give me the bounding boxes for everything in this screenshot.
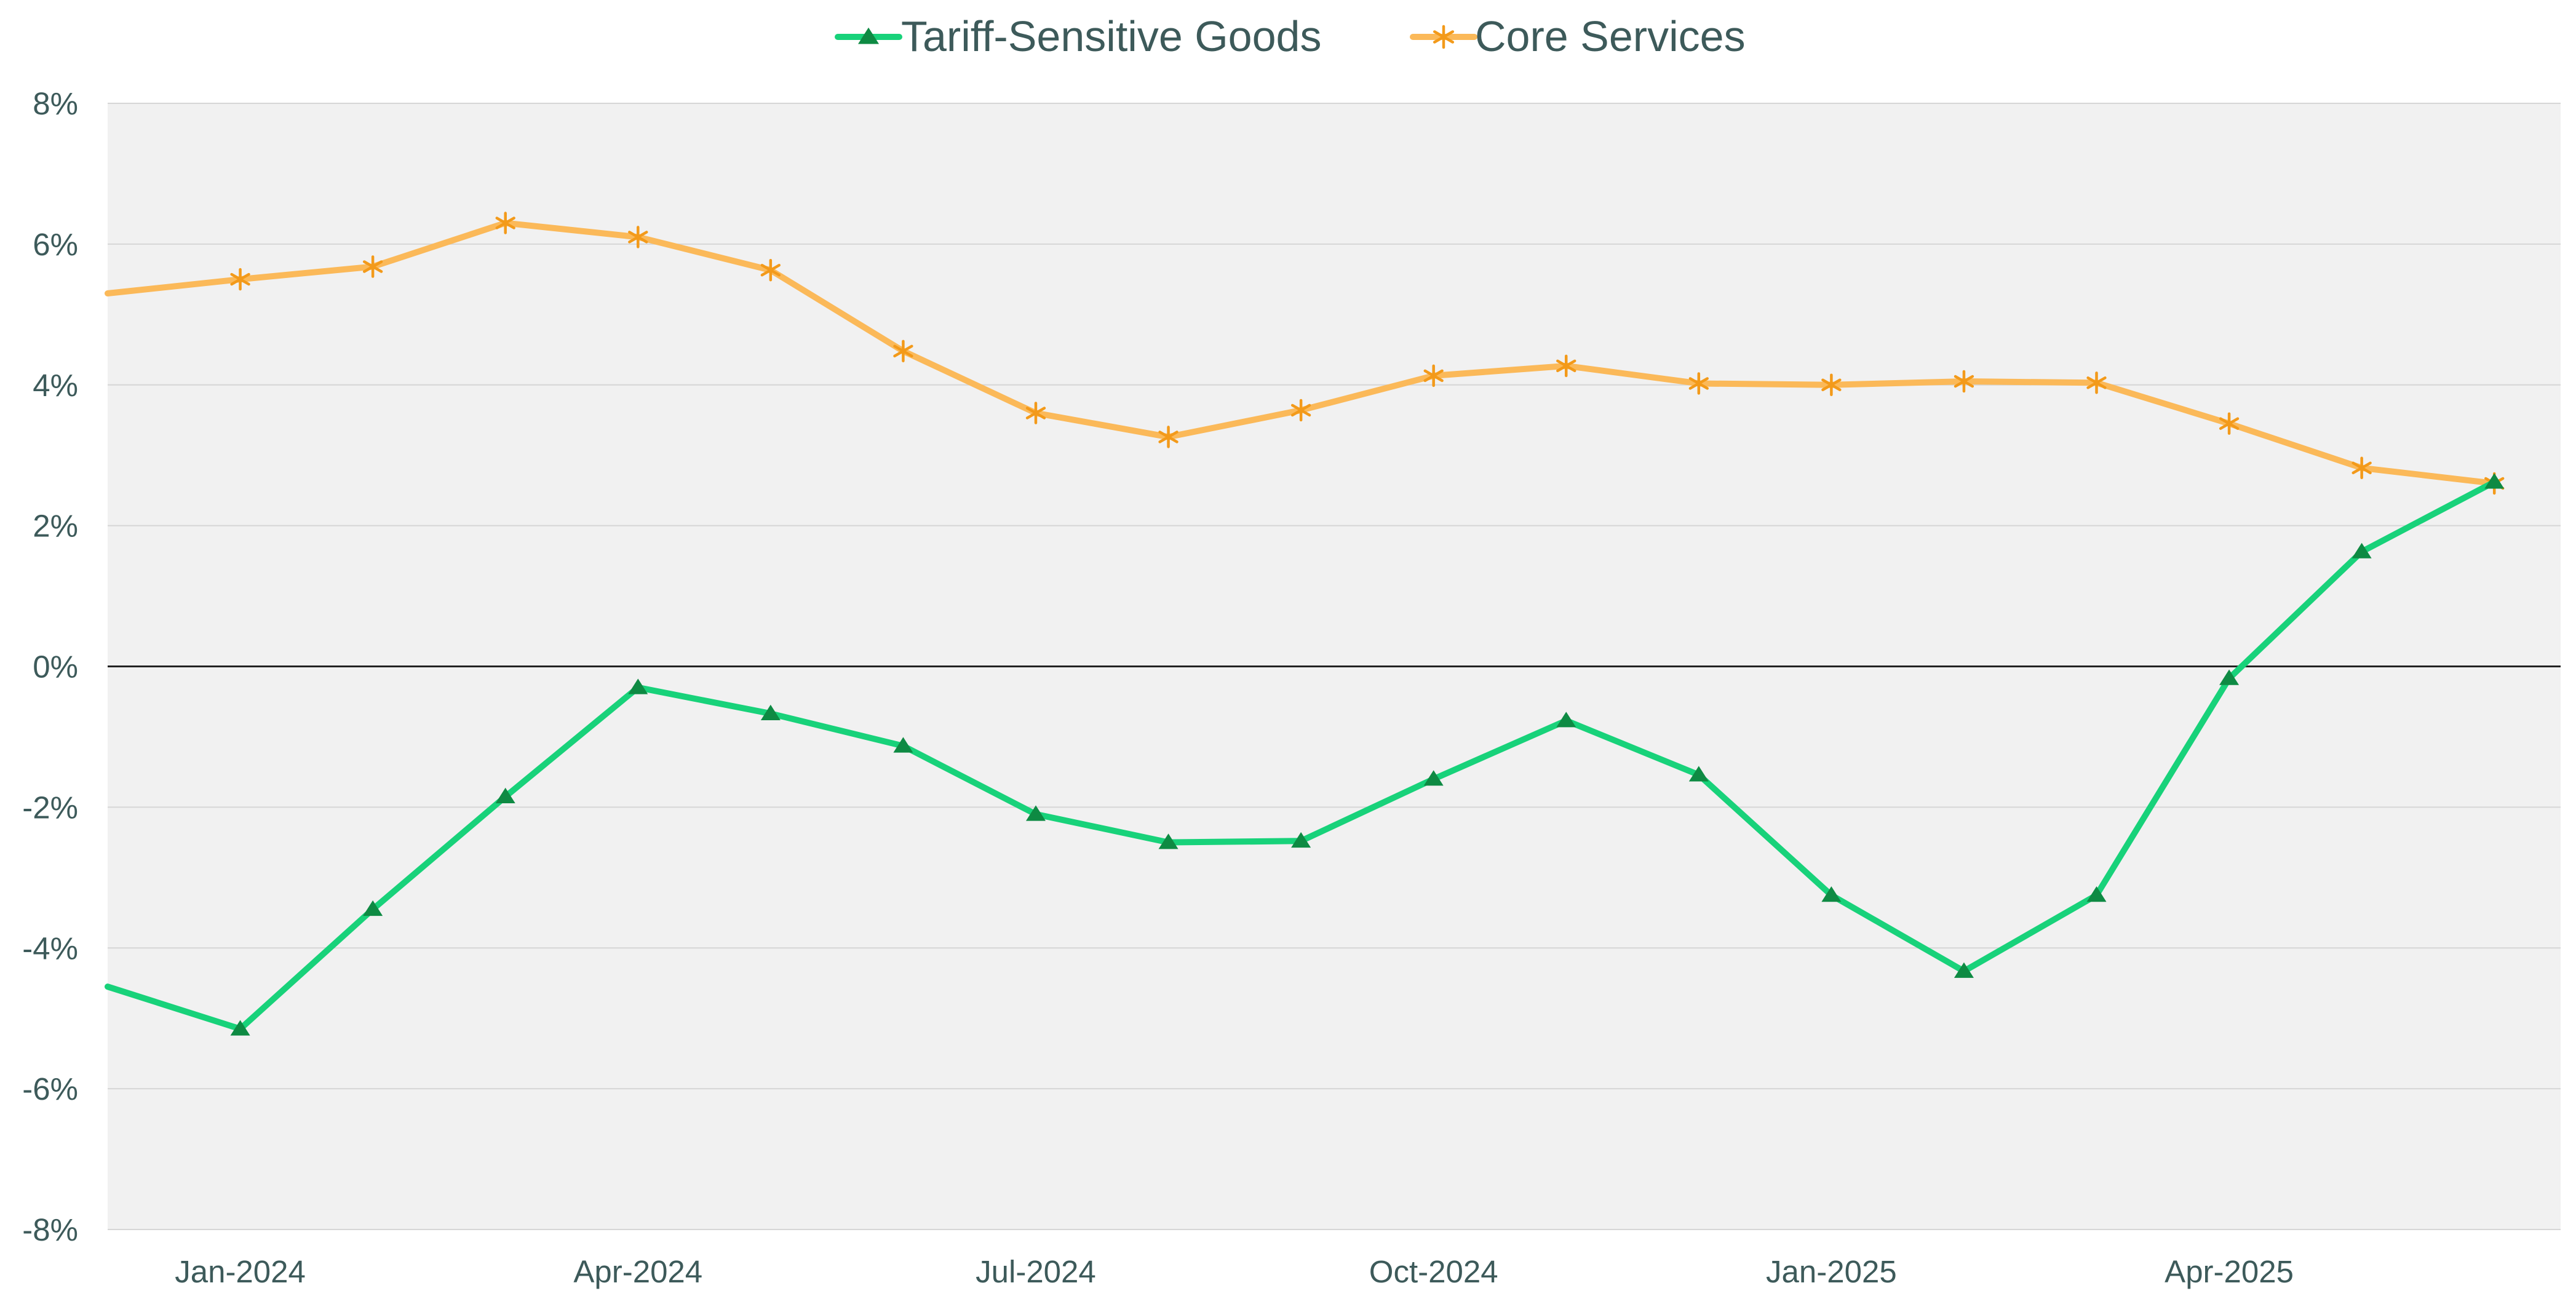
gridlines: [108, 103, 2561, 1230]
data-point-marker: [1688, 372, 1709, 395]
y-tick-label: 6%: [33, 227, 78, 262]
y-tick-label: -6%: [22, 1071, 78, 1106]
data-point-marker: [2219, 669, 2240, 685]
data-point-marker: [628, 678, 648, 694]
data-point-marker: [1290, 399, 1311, 422]
legend-marker: [858, 27, 879, 44]
legend-item-core-services: Core Services: [1410, 12, 1746, 60]
data-point-marker: [2219, 412, 2240, 435]
data-point-marker: [495, 212, 515, 234]
data-point-marker: [362, 255, 383, 278]
x-tick-label: Apr-2024: [573, 1254, 702, 1289]
y-tick-label: -8%: [22, 1212, 78, 1247]
data-point-marker: [760, 704, 781, 720]
legend-label: Core Services: [1475, 12, 1746, 60]
data-point-marker: [1688, 766, 1709, 782]
data-point-marker: [1954, 962, 1974, 978]
data-point-marker: [230, 268, 250, 291]
data-point-marker: [893, 737, 913, 753]
series-tariff-sensitive-goods: [105, 473, 2505, 1036]
data-point-marker: [1423, 364, 1444, 387]
data-point-marker: [1025, 402, 1046, 424]
legend-item-tariff-sensitive-goods: Tariff-Sensitive Goods: [835, 12, 1321, 60]
y-tick-label: 4%: [33, 368, 78, 403]
data-point-marker: [893, 340, 913, 363]
data-point-marker: [1423, 770, 1444, 786]
data-point-marker: [2086, 371, 2107, 394]
legend: Tariff-Sensitive Goods Core Services: [835, 12, 1746, 60]
data-point-marker: [1556, 712, 1576, 728]
y-tick-label: 0%: [33, 650, 78, 685]
legend-marker: [1433, 25, 1455, 49]
data-point-marker: [1291, 832, 1311, 848]
x-tick-label: Jan-2025: [1766, 1254, 1897, 1289]
data-point-marker: [230, 1020, 250, 1036]
data-point-marker: [1025, 805, 1046, 821]
data-point-marker: [1821, 886, 1842, 902]
y-tick-label: -4%: [22, 931, 78, 966]
x-axis: Jan-2024 Apr-2024 Jul-2024 Oct-2024 Jan-2025…: [175, 1254, 2294, 1289]
y-tick-label: 2%: [33, 509, 78, 544]
data-point-marker: [2484, 473, 2505, 489]
data-point-marker: [1821, 373, 1842, 396]
data-point-marker: [1954, 370, 1974, 393]
data-point-marker: [2086, 886, 2107, 902]
data-point-marker: [760, 258, 781, 282]
data-point-marker: [628, 226, 648, 248]
data-point-marker: [495, 787, 515, 804]
data-point-marker: [2351, 542, 2372, 558]
data-point-marker: [1158, 426, 1179, 448]
data-point-marker: [1158, 833, 1179, 849]
series-layer: [105, 212, 2505, 1036]
series-core-services: [105, 212, 2505, 495]
y-axis: 8% 6% 4% 2% 0% -2% -4% -6% -8%: [22, 86, 78, 1247]
x-tick-label: Apr-2025: [2165, 1254, 2294, 1289]
data-point-marker: [363, 900, 383, 916]
data-point-marker: [1556, 354, 1576, 378]
x-tick-label: Jul-2024: [976, 1254, 1096, 1289]
x-tick-label: Oct-2024: [1369, 1254, 1498, 1289]
x-tick-label: Jan-2024: [175, 1254, 306, 1289]
legend-label: Tariff-Sensitive Goods: [901, 12, 1321, 60]
y-tick-label: 8%: [33, 86, 78, 121]
y-tick-label: -2%: [22, 790, 78, 825]
data-point-marker: [2351, 456, 2372, 480]
